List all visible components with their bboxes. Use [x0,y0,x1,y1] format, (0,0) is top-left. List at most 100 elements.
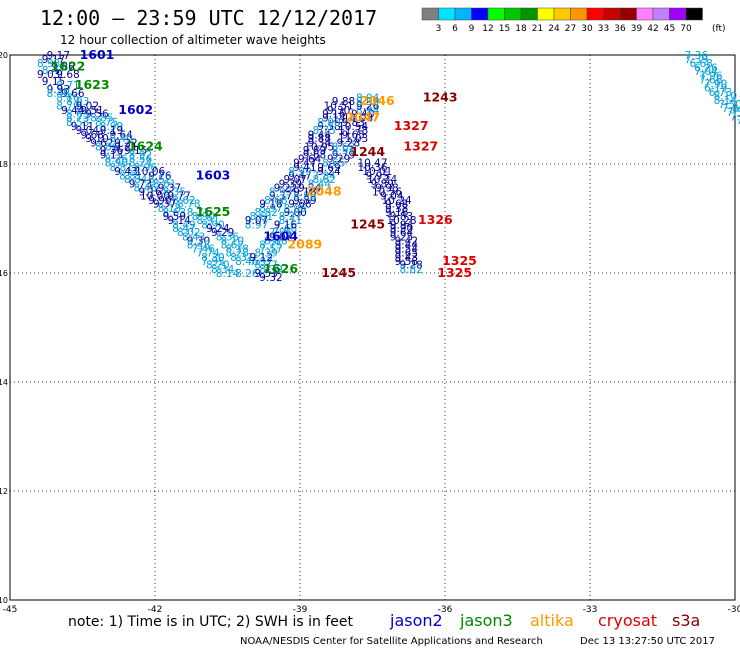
swh-value: 8.62 [221,239,244,251]
swh-value: 8.62 [312,174,335,186]
colorbar-tick: 18 [515,24,527,34]
pass-label: 1327 [394,118,429,133]
swh-value: 10.06 [135,166,165,178]
swh-value: 9.22 [274,182,297,194]
swh-value: 9.29 [327,153,350,165]
chart-title: 12:00 – 23:59 UTC 12/12/2017 [40,6,377,30]
swh-value: 8.82 [399,264,422,276]
swh-value: 8.34 [211,264,235,276]
swh-value: 8.10 [221,236,244,248]
swh-value: 9.90 [390,223,413,235]
swh-value: 9.89 [370,178,393,190]
swh-value: 9.39 [279,178,302,190]
swh-value: 8.93 [269,187,292,199]
swh-value: 8.26 [105,153,129,165]
pass-label: 1325 [442,253,477,268]
swh-value: 8.28 [225,248,248,260]
swh-value: 8.30 [201,252,224,264]
y-tick-label: 10 [0,596,8,605]
swh-value: 7.46 [192,243,216,255]
swh-value: 8.71 [279,215,302,227]
footer-timestamp: Dec 13 13:27:50 UTC 2017 [580,636,715,647]
swh-value: 9.13 [100,150,123,162]
pass-label: 1245 [350,216,385,231]
swh-value: 9.17 [47,50,70,62]
y-tick-label: 20 [0,51,8,60]
colorbar-swatch [603,7,621,21]
swh-value: 8.75 [312,125,335,137]
swh-value: 7.96 [699,71,723,83]
swh-value: 9.16 [385,207,409,219]
swh-value: 9.58 [317,121,340,133]
colorbar-swatch [487,7,505,21]
swh-value: 9.88 [308,133,331,145]
swh-value: 9.37 [269,190,292,202]
swh-value: 8.97 [245,219,268,231]
pass-label: 1624 [128,138,163,153]
swh-value: 10.36 [357,162,387,174]
swh-value: 9.83 [390,211,413,223]
header: 12:00 – 23:59 UTC 12/12/2017 12 hour col… [40,6,377,47]
colorbar-tick: 45 [664,24,675,34]
swh-value: 8.39 [259,264,282,276]
swh-value: 8.37 [254,260,277,272]
swh-value: 9.14 [322,112,346,124]
swh-value: 8.18 [158,203,181,215]
swh-value: 9.16 [322,109,346,121]
swh-value: 8.94 [356,92,380,104]
swh-value: 9.40 [351,109,374,121]
swh-value: 9.04 [76,125,100,137]
pass-label: 1244 [350,144,385,159]
swh-value: 10.54 [338,121,368,133]
swh-value: 9.89 [293,195,316,207]
swh-value: 8.71 [56,80,79,92]
swh-value: 7.66 [699,74,723,86]
swh-value: 8.44 [308,178,332,190]
swh-value: 9.00 [283,207,306,219]
swh-value: 8.56 [129,153,153,165]
satellite-legend: jason2 jason3 altika cryosat s3a [389,611,700,630]
colorbar-swatch [570,7,588,21]
swh-value: 9.73 [129,178,152,190]
swh-value: 10.08 [343,112,373,124]
swh-value: 9.44 [395,239,419,251]
swh-value: 9.10 [85,133,108,145]
swh-value: 8.36 [216,231,240,243]
swh-value: 8.88 [264,236,287,248]
swh-value: 9.65 [341,129,364,141]
swh-value: 8.62 [172,195,195,207]
swh-value: 9.26 [148,170,172,182]
swh-value: 7.39 [685,54,708,66]
swh-value: 9.53 [254,268,277,280]
swh-value: 8.96 [283,203,307,215]
swh-value: 7.97 [250,256,273,268]
swh-value: 8.79 [56,101,79,113]
swh-value: 9.64 [390,227,414,239]
swh-value: 9.43 [114,166,137,178]
pass-label: 1326 [418,212,453,227]
colorbar-tick: 30 [581,24,593,34]
colorbar-tick: 21 [532,24,543,34]
colorbar-swatch [669,7,687,21]
swh-value: 9.32 [259,272,282,284]
swh-value: 10.28 [386,215,416,227]
swh-value: 8.40 [109,133,132,145]
swh-value: 9.11 [71,121,94,133]
swh-value: 10.47 [357,158,387,170]
swh-value: 9.29 [211,227,234,239]
swh-value: 8.61 [153,178,176,190]
swh-value: 9.65 [395,248,418,260]
swh-value: 8.02 [177,227,200,239]
colorbar-swatch [636,7,654,21]
swh-value: 9.19 [100,125,123,137]
swh-value: 8.98 [37,58,60,70]
swh-value: 9.86 [51,61,75,73]
swh-value: 9.79 [332,150,355,162]
colorbar-swatch [537,7,555,21]
swh-value: 7.5 [727,107,740,119]
swh-value: 9.30 [187,236,210,248]
swh-value: 8.92 [129,150,152,162]
swh-value: 9.22 [114,138,137,150]
pass-label: 2048 [307,184,342,199]
